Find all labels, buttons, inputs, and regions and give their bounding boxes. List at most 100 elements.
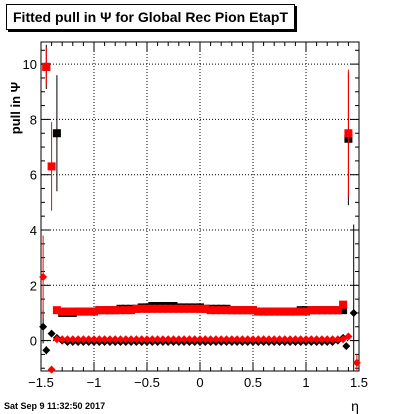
data-point-diamond [127, 335, 136, 344]
data-point-square [312, 306, 321, 315]
data-point-diamond [317, 335, 326, 344]
data-point-diamond [264, 335, 273, 344]
data-point-diamond [148, 335, 157, 344]
data-point-diamond [328, 335, 337, 344]
data-point-diamond [95, 335, 104, 344]
data-point-diamond [63, 335, 72, 344]
data-point-square [296, 307, 305, 316]
data-point-diamond [249, 335, 257, 344]
data-point-diamond [39, 273, 48, 281]
data-point-square [211, 306, 220, 315]
data-point-square [233, 306, 242, 315]
data-point-square [111, 306, 120, 315]
x-tick-label: −1 [87, 375, 102, 390]
data-point-square [116, 306, 125, 315]
data-point-diamond [275, 335, 284, 344]
data-point-diamond [259, 335, 268, 344]
y-tick-label: 4 [30, 223, 37, 238]
data-point-diamond [42, 346, 51, 355]
data-point-diamond [185, 335, 194, 344]
data-point-square [196, 304, 204, 313]
data-point-square [79, 307, 88, 316]
chart-title: Fitted pull in Ψ for Global Rec Pion Eta… [6, 4, 295, 30]
data-point-square [217, 306, 226, 315]
data-point-diamond [74, 335, 83, 344]
data-point-diamond [84, 335, 93, 344]
data-point-diamond [47, 365, 56, 374]
data-point-diamond [100, 335, 109, 344]
data-point-diamond [307, 335, 316, 344]
data-point-square [169, 304, 178, 313]
data-point-diamond [143, 335, 151, 344]
data-point-diamond [90, 335, 98, 344]
data-point-square [74, 307, 83, 316]
x-axis-ticks: −1.5 −1 −0.5 0 0.5 1 1.5 [28, 42, 368, 390]
data-point-square [339, 306, 348, 315]
data-point-diamond [174, 335, 183, 344]
data-point-square [132, 304, 141, 313]
data-point-square [148, 304, 157, 313]
data-point-diamond [105, 335, 114, 344]
y-axis-ticks: 0 2 4 6 8 10 [23, 49, 359, 369]
data-point-square [317, 306, 326, 315]
chart-title-text: Fitted pull in Ψ for Global Rec Pion Eta… [13, 9, 288, 25]
x-tick-label: 1 [302, 375, 309, 390]
data-point-square [328, 306, 337, 315]
data-point-square [52, 129, 61, 138]
data-point-diamond [132, 335, 141, 344]
data-point-square [286, 307, 295, 316]
data-point-diamond [169, 335, 178, 344]
data-point-diamond [280, 335, 289, 344]
data-point-diamond [333, 335, 342, 344]
data-point-diamond [158, 335, 167, 344]
y-tick-label: 2 [30, 278, 37, 293]
data-point-square [243, 306, 252, 315]
data-point-diamond [254, 335, 263, 344]
data-point-diamond [121, 335, 130, 344]
data-point-square [302, 307, 310, 316]
data-point-square [153, 304, 162, 313]
data-point-square [333, 306, 342, 315]
data-point-square [180, 304, 189, 313]
data-point-square [227, 306, 236, 315]
data-point-diamond [291, 335, 300, 344]
y-tick-label: 10 [23, 57, 37, 72]
data-point-diamond [312, 335, 321, 344]
data-point-diamond [352, 358, 361, 367]
data-point-diamond [339, 335, 348, 344]
data-point-square [158, 304, 167, 313]
data-point-square [137, 304, 146, 313]
data-point-square [84, 307, 93, 316]
y-tick-label: 8 [30, 112, 37, 127]
data-point-diamond [180, 335, 189, 344]
data-point-diamond [286, 335, 295, 344]
data-point-diamond [116, 335, 125, 344]
data-point-square [254, 307, 263, 316]
data-point-square [185, 304, 194, 313]
data-point-square [291, 307, 300, 316]
data-point-diamond [164, 335, 173, 344]
data-point-square [201, 304, 210, 313]
data-point-square [47, 162, 56, 171]
x-axis-label: η [351, 398, 359, 414]
data-point-diamond [79, 335, 88, 344]
data-point-diamond [296, 335, 305, 344]
y-axis-label: pull in Ψ [8, 82, 23, 134]
data-point-diamond [137, 335, 146, 344]
data-point-diamond [342, 342, 351, 351]
y-tick-label: 0 [30, 334, 37, 349]
data-point-diamond [243, 335, 252, 344]
data-point-square [323, 306, 332, 315]
data-point-diamond [323, 335, 332, 344]
data-point-square [63, 307, 72, 316]
data-point-diamond [222, 335, 231, 344]
data-point-square [174, 304, 183, 313]
data-point-diamond [302, 335, 310, 344]
data-point-square [238, 306, 247, 315]
data-point-diamond [153, 335, 162, 344]
data-point-square [275, 307, 284, 316]
data-point-diamond [111, 335, 120, 344]
data-point-diamond [238, 335, 247, 344]
data-point-square [264, 307, 273, 316]
data-point-square [127, 306, 136, 315]
